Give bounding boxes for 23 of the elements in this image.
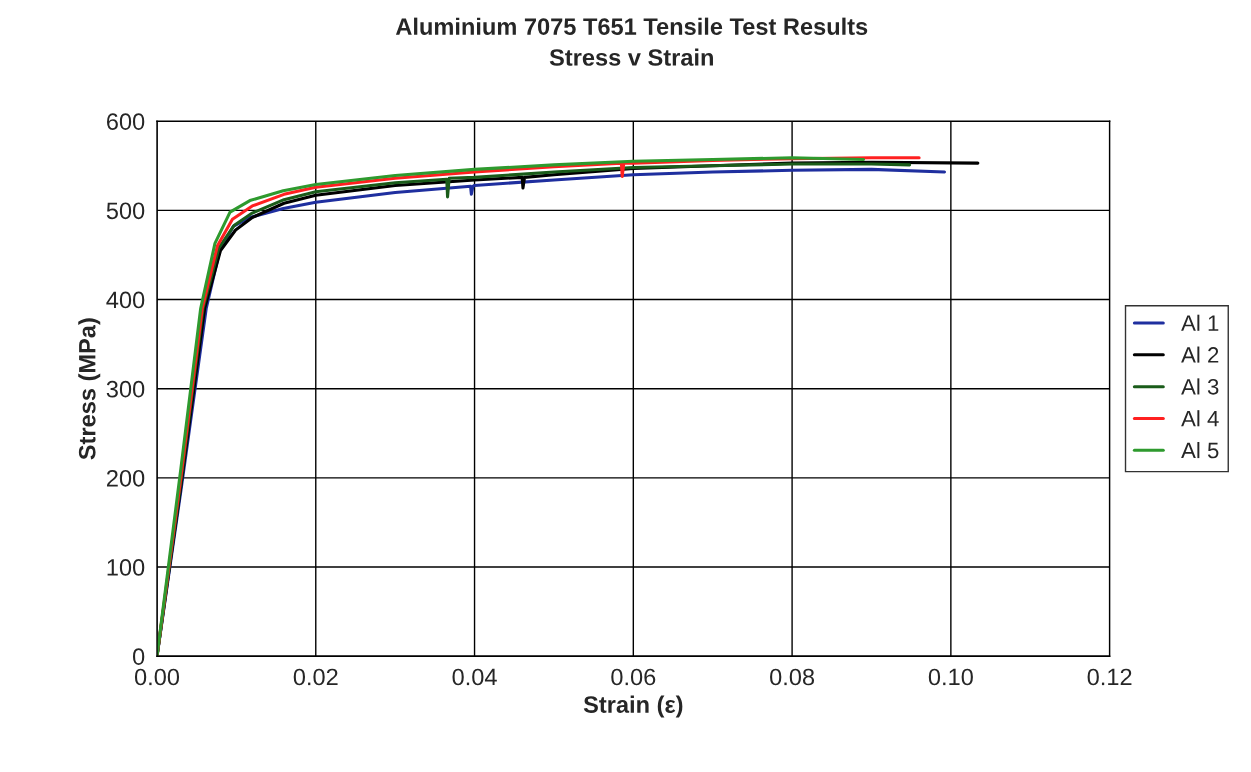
y-tick-label: 100 bbox=[107, 559, 145, 576]
x-tick-label: 0.02 bbox=[293, 668, 338, 686]
x-axis-title: Strain (ε) bbox=[583, 695, 683, 718]
x-tick-label: 0.10 bbox=[928, 668, 973, 686]
y-tick-label: 300 bbox=[106, 380, 145, 398]
y-tick-label: 500 bbox=[106, 202, 145, 220]
x-tick-label: 0.00 bbox=[134, 668, 180, 686]
legend-label: Al 3 bbox=[1181, 378, 1219, 395]
chart-subtitle: Stress v Strain bbox=[549, 48, 713, 66]
y-tick-label: 0 bbox=[132, 648, 145, 665]
x-tick-label: 0.04 bbox=[452, 668, 497, 686]
legend-label: Al 4 bbox=[1181, 410, 1219, 427]
x-tick-label: 0.08 bbox=[770, 668, 815, 686]
legend-label: Al 2 bbox=[1181, 346, 1219, 363]
y-tick-label: 400 bbox=[106, 291, 145, 309]
x-tick-label: 0.06 bbox=[611, 668, 656, 686]
y-tick-label: 200 bbox=[106, 469, 145, 487]
y-axis-title: Stress (MPa) bbox=[78, 318, 101, 460]
legend-label: Al 5 bbox=[1181, 442, 1219, 459]
y-tick-label: 600 bbox=[107, 113, 145, 130]
legend-label: Al 1 bbox=[1181, 314, 1219, 331]
x-tick-label: 0.12 bbox=[1087, 668, 1132, 686]
chart-title: Aluminium 7075 T651 Tensile Test Results bbox=[395, 17, 868, 35]
